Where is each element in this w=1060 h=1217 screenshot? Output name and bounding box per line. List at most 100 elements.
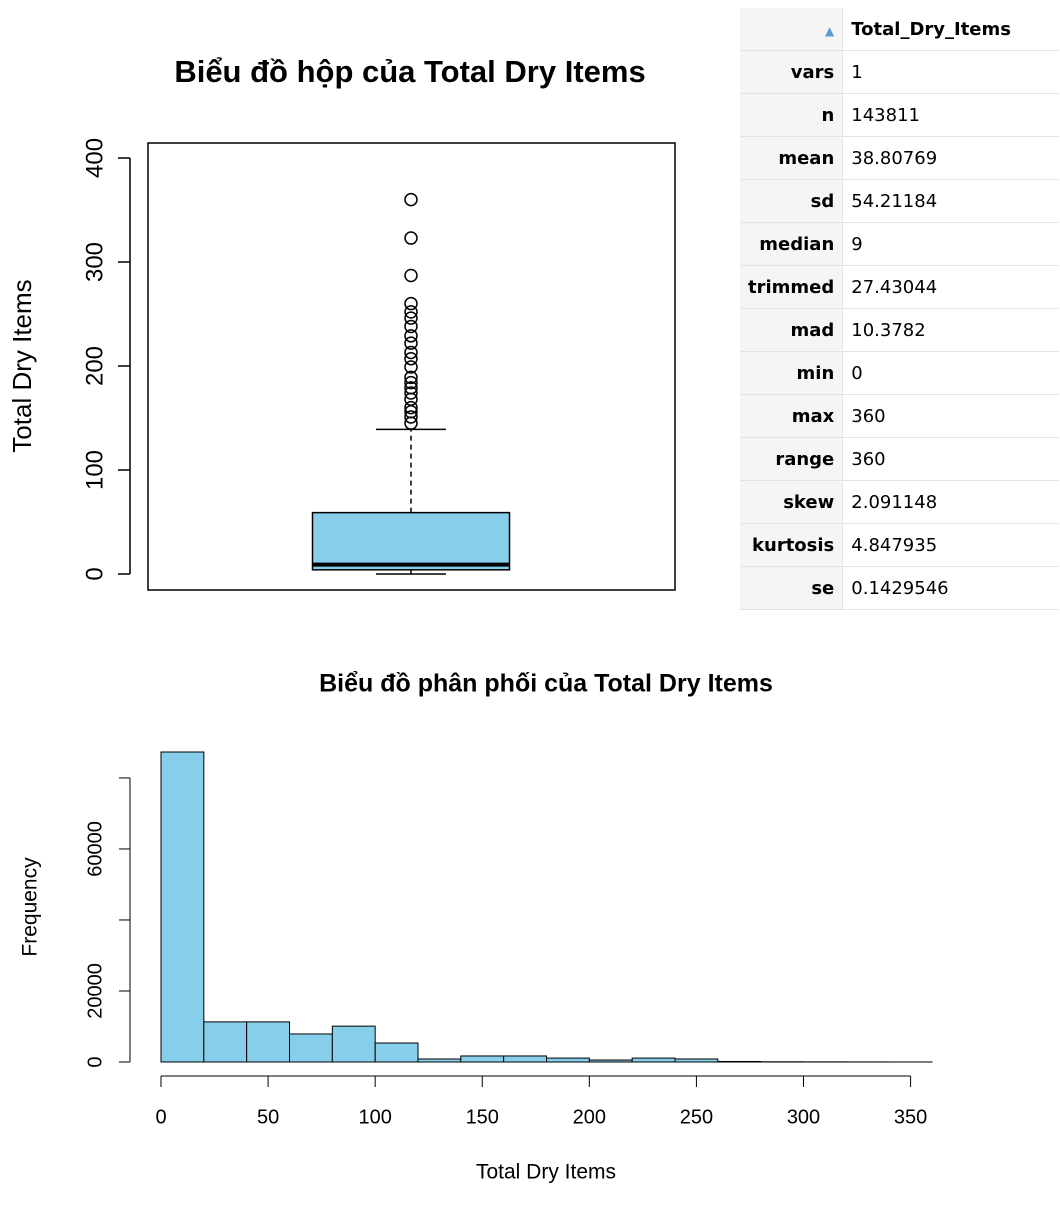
outlier	[404, 311, 418, 325]
row-name: min	[740, 351, 844, 395]
outlier	[404, 370, 418, 385]
bar	[246, 1021, 291, 1063]
bar	[160, 751, 205, 1063]
x-tick-label: 0	[155, 1106, 166, 1128]
row-name: mean	[740, 136, 844, 180]
outlier	[404, 231, 418, 245]
y-tick-label: 400	[81, 138, 108, 178]
header-row: ▲ Total_Dry_Items	[740, 8, 1060, 51]
outlier	[404, 386, 418, 400]
row-name: vars	[740, 50, 844, 94]
cell: 143811	[842, 93, 1060, 137]
x-tick-label: 300	[787, 1106, 820, 1128]
row-name: skew	[740, 480, 844, 524]
row-name: kurtosis	[740, 523, 844, 567]
cell: 0	[842, 351, 1060, 395]
y-axis-label: Frequency	[19, 857, 42, 957]
outlier	[404, 305, 418, 319]
y-tick-label: 20000	[84, 963, 106, 1019]
y-axis-label: Total Dry Items	[7, 279, 37, 452]
row-name: n	[740, 93, 844, 137]
outlier	[404, 351, 418, 366]
outlier	[404, 336, 418, 350]
cell: 9	[842, 222, 1060, 266]
table-row: sd 54.21184	[740, 179, 1060, 223]
y-tick-label: 300	[81, 242, 108, 282]
bar	[674, 1058, 719, 1063]
column-header[interactable]: Total_Dry_Items	[842, 8, 1060, 51]
outlier	[404, 410, 418, 424]
bar	[717, 1060, 762, 1063]
y-tick-label: 0	[81, 567, 108, 580]
cell: 0.1429546	[842, 566, 1060, 610]
cell: 4.847935	[842, 523, 1060, 567]
outlier	[404, 268, 418, 283]
table-row: max 360	[740, 394, 1060, 438]
outlier	[404, 345, 418, 360]
y-tick-label: 200	[81, 346, 108, 386]
cell: 10.3782	[842, 308, 1060, 352]
x-tick-label: 250	[680, 1106, 713, 1128]
cell: 54.21184	[842, 179, 1060, 223]
cell: 360	[842, 437, 1060, 481]
x-tick-label: 350	[894, 1106, 927, 1128]
table-row: kurtosis 4.847935	[740, 523, 1060, 567]
outlier	[404, 329, 418, 343]
chart-title: Biểu đồ phân phối của Total Dry Items	[319, 670, 773, 698]
table-row: n 143811	[740, 93, 1060, 137]
row-name: median	[740, 222, 844, 266]
cell: 360	[842, 394, 1060, 438]
x-tick-label: 150	[466, 1106, 499, 1128]
table-row: skew 2.091148	[740, 480, 1060, 524]
table-row: median 9	[740, 222, 1060, 266]
bar	[417, 1058, 462, 1063]
table-row: min 0	[740, 351, 1060, 395]
sort-cell[interactable]: ▲	[740, 8, 844, 51]
outlier	[404, 400, 418, 415]
y-tick-label: 60000	[84, 821, 106, 877]
bar	[588, 1059, 633, 1063]
plot-frame	[147, 142, 676, 591]
table-row: se 0.1429546	[740, 566, 1060, 610]
outlier	[404, 192, 418, 207]
chart-title: Biểu đồ hộp của Total Dry Items	[174, 54, 645, 89]
table-row: trimmed 27.43044	[740, 265, 1060, 309]
row-name: mad	[740, 308, 844, 352]
outlier	[404, 319, 418, 334]
table-row: mad 10.3782	[740, 308, 1060, 352]
bar	[289, 1033, 333, 1063]
y-tick-label: 0	[84, 1056, 106, 1067]
bar	[460, 1055, 505, 1063]
box	[311, 511, 511, 571]
cell: 2.091148	[842, 480, 1060, 524]
stats-table: ▲ Total_Dry_Items vars 1 n 143811 mean 38.8076…	[740, 8, 1060, 610]
cell: 27.43044	[842, 265, 1060, 309]
row-name: max	[740, 394, 844, 438]
bar	[546, 1057, 590, 1063]
bar	[503, 1055, 547, 1063]
row-name: trimmed	[740, 265, 844, 309]
bar	[374, 1042, 419, 1063]
cell: 1	[842, 50, 1060, 94]
row-name: se	[740, 566, 844, 610]
bar	[203, 1021, 248, 1063]
outlier	[404, 416, 418, 430]
x-tick-label: 50	[257, 1106, 279, 1128]
x-tick-label: 100	[358, 1106, 391, 1128]
bar	[631, 1057, 676, 1063]
row-name: range	[740, 437, 844, 481]
cell: 38.80769	[842, 136, 1060, 180]
table-row: vars 1	[740, 50, 1060, 94]
y-tick-label: 100	[81, 450, 108, 490]
table-row: range 360	[740, 437, 1060, 481]
x-tick-label: 200	[573, 1106, 606, 1128]
table-row: mean 38.80769	[740, 136, 1060, 180]
x-axis-label: Total Dry Items	[476, 1161, 616, 1184]
outlier	[404, 360, 418, 374]
outlier	[404, 296, 418, 311]
row-name: sd	[740, 179, 844, 223]
outlier	[404, 375, 418, 390]
bar	[331, 1025, 376, 1063]
